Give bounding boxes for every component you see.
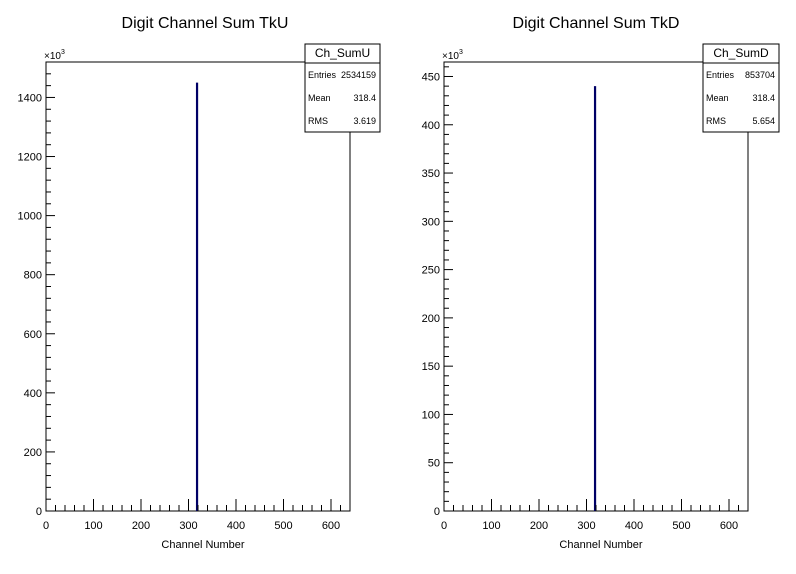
y-multiplier-label: ×103 — [442, 49, 463, 62]
stats-row-value: 2534159 — [341, 70, 376, 80]
y-tick-label: 0 — [36, 506, 42, 518]
x-tick-label: 600 — [720, 520, 738, 532]
x-tick-label: 400 — [227, 520, 245, 532]
y-tick-label: 600 — [24, 329, 42, 341]
y-tick-label: 200 — [24, 447, 42, 459]
x-tick-label: 400 — [625, 520, 643, 532]
stats-row-label: RMS — [308, 116, 328, 126]
stats-box-title: Ch_SumD — [713, 46, 769, 60]
chart-title: Digit Channel Sum TkD — [513, 15, 680, 32]
histogram-panel-1: Digit Channel Sum TkD 0 50 100 150 200 250 300 3… — [422, 15, 780, 551]
y-tick-label: 50 — [428, 458, 440, 470]
stats-row-label: Mean — [308, 93, 331, 103]
x-axis-label: Channel Number — [161, 539, 244, 551]
y-tick-label: 200 — [422, 313, 440, 325]
stats-row-value: 3.619 — [353, 116, 376, 126]
x-tick-label: 100 — [482, 520, 500, 532]
y-tick-label: 150 — [422, 361, 440, 373]
x-tick-label: 300 — [577, 520, 595, 532]
stats-row-label: Entries — [706, 70, 735, 80]
y-tick-label: 250 — [422, 265, 440, 277]
x-tick-label: 300 — [179, 520, 197, 532]
y-multiplier-exponent: 3 — [61, 49, 65, 56]
stats-box-title: Ch_SumU — [315, 46, 370, 60]
stats-box-frame — [304, 43, 381, 133]
y-multiplier-base: ×10 — [442, 51, 459, 62]
y-tick-label: 800 — [24, 270, 42, 282]
x-axis-label: Channel Number — [559, 539, 642, 551]
stats-row-value: 853704 — [745, 70, 775, 80]
x-tick-label: 0 — [43, 520, 49, 532]
y-tick-label: 1000 — [18, 211, 42, 223]
x-tick-label: 500 — [274, 520, 292, 532]
y-multiplier-label: ×103 — [44, 49, 65, 62]
y-tick-label: 450 — [422, 71, 440, 83]
x-tick-label: 100 — [84, 520, 102, 532]
y-tick-label: 1200 — [18, 152, 42, 164]
stats-box: Ch_SumU Entries 2534159 Mean 318.4 RMS 3.619 — [304, 43, 381, 133]
stats-row-value: 318.4 — [752, 93, 775, 103]
stats-row-label: RMS — [706, 116, 726, 126]
stats-row-value: 318.4 — [353, 93, 376, 103]
chart-title: Digit Channel Sum TkU — [122, 15, 289, 32]
stats-box: Ch_SumD Entries 853704 Mean 318.4 RMS 5.654 — [702, 43, 780, 133]
y-tick-label: 0 — [434, 506, 440, 518]
stats-row-value: 5.654 — [752, 116, 775, 126]
y-tick-label: 400 — [24, 388, 42, 400]
x-tick-label: 200 — [132, 520, 150, 532]
stats-row-label: Mean — [706, 93, 729, 103]
y-multiplier-exponent: 3 — [459, 49, 463, 56]
y-tick-label: 1400 — [18, 92, 42, 104]
y-multiplier-base: ×10 — [44, 51, 61, 62]
y-tick-label: 400 — [422, 120, 440, 132]
y-tick-label: 350 — [422, 168, 440, 180]
y-tick-label: 300 — [422, 216, 440, 228]
stats-box-frame — [702, 43, 780, 133]
x-tick-label: 0 — [441, 520, 447, 532]
stats-row-label: Entries — [308, 70, 337, 80]
histogram-panel-0: Digit Channel Sum TkU0200400600800100012… — [18, 15, 381, 551]
y-tick-label: 100 — [422, 409, 440, 421]
x-tick-label: 500 — [672, 520, 690, 532]
x-tick-label: 200 — [530, 520, 548, 532]
x-tick-label: 600 — [322, 520, 340, 532]
